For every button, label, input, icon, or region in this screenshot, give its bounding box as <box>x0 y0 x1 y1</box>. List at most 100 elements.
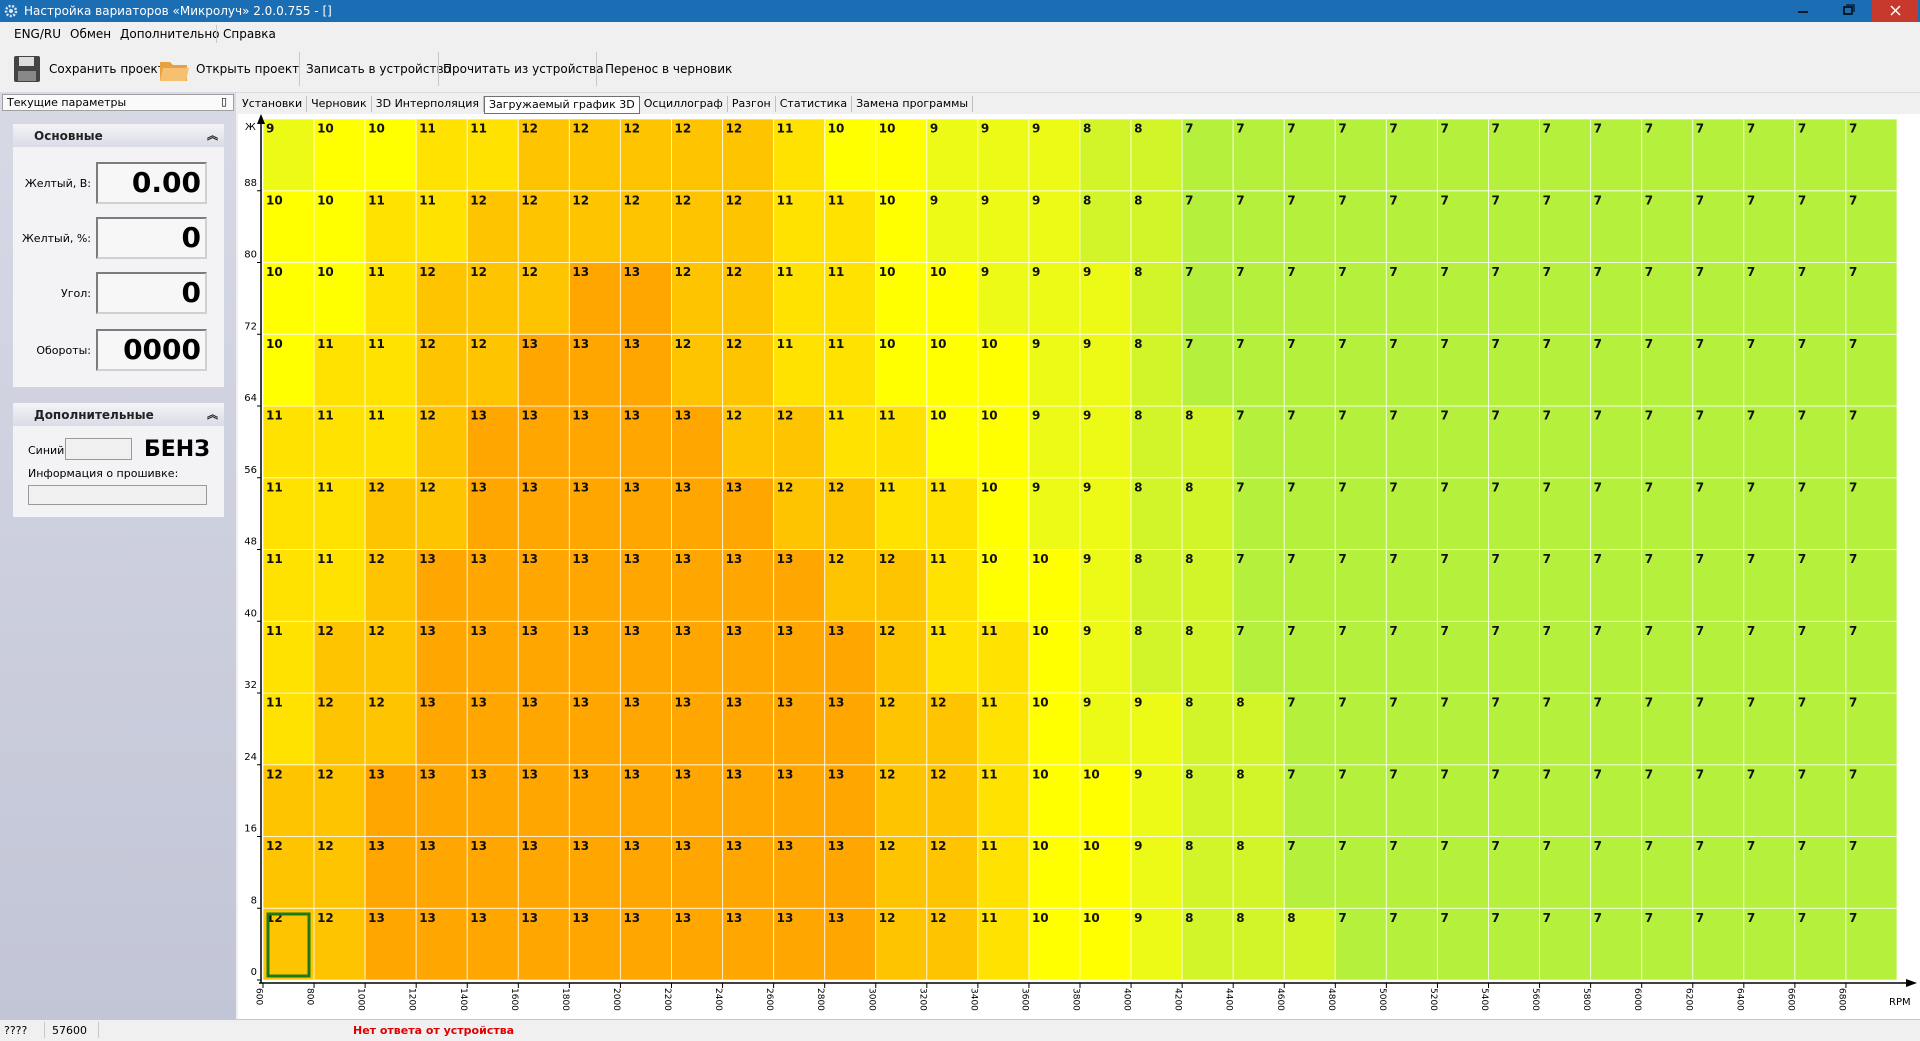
cell-label: 7 <box>1492 265 1500 279</box>
heat-cell <box>1028 262 1081 335</box>
open-icon[interactable] <box>158 54 190 84</box>
cell-label: 7 <box>1440 696 1448 710</box>
heat-cell <box>517 262 570 335</box>
cell-label: 13 <box>623 409 640 423</box>
tab[interactable]: Черновик <box>307 96 372 112</box>
heat-cell <box>1181 262 1234 335</box>
heat-cell <box>517 333 570 407</box>
menu-item[interactable]: Обмен <box>70 27 112 41</box>
cell-label: 7 <box>1696 122 1704 136</box>
cell-label: 12 <box>726 193 743 207</box>
cell-label: 13 <box>470 767 487 781</box>
heat-cell <box>1130 262 1183 335</box>
heat-cell <box>773 620 826 694</box>
tab[interactable]: 3D Интерполяция <box>372 96 484 112</box>
menu-item[interactable]: Справка <box>223 27 276 41</box>
cell-label: 7 <box>1338 265 1346 279</box>
field-label: Желтый, %: <box>21 232 91 245</box>
menu-item[interactable]: Дополнительно <box>120 27 220 41</box>
cell-label: 8 <box>1134 409 1142 423</box>
cell-label: 11 <box>470 122 487 136</box>
heat-cell <box>1641 764 1694 837</box>
heat-cell <box>824 692 877 766</box>
cell-label: 13 <box>419 624 436 638</box>
heat-cell <box>1692 620 1745 694</box>
cell-label: 13 <box>623 696 640 710</box>
heat-cell <box>824 405 877 479</box>
y-axis-label: Ж <box>245 122 256 133</box>
heat-cell <box>722 836 775 909</box>
tab[interactable]: Разгон <box>728 96 776 112</box>
heat-cell <box>1590 333 1643 407</box>
cell-label: 7 <box>1645 839 1653 853</box>
heat-cell <box>364 262 417 335</box>
cell-label: 7 <box>1389 839 1397 853</box>
cell-label: 7 <box>1492 696 1500 710</box>
tab[interactable]: Загружаемый график 3D <box>483 96 640 114</box>
collapse-button[interactable]: ︽ <box>207 129 218 142</box>
pin-button[interactable]: ▯ <box>221 95 228 108</box>
toolbar-button[interactable]: Сохранить проект <box>49 62 165 76</box>
heat-cell <box>619 262 672 335</box>
heat-cell <box>1130 190 1183 263</box>
cell-label: 7 <box>1798 552 1806 566</box>
close-button[interactable] <box>1872 0 1918 22</box>
heat-cell <box>773 836 826 909</box>
tab[interactable]: Замена программы <box>852 96 974 112</box>
heat-cell <box>364 764 417 837</box>
cell-label: 7 <box>1492 911 1500 925</box>
heat-cell <box>415 692 468 766</box>
cell-label: 12 <box>368 480 385 494</box>
heat-cell <box>1641 262 1694 335</box>
y-tick-label: 56 <box>244 465 257 476</box>
cell-label: 8 <box>1185 409 1193 423</box>
cell-label: 13 <box>368 911 385 925</box>
toolbar-button[interactable]: Прочитать из устройства <box>443 62 604 76</box>
tab[interactable]: Статистика <box>776 96 853 112</box>
heat-cell <box>977 333 1030 407</box>
heat-cell <box>1130 549 1183 622</box>
cell-label: 11 <box>266 552 283 566</box>
cell-label: 7 <box>1594 193 1602 207</box>
heat-cell <box>466 333 519 407</box>
heat-cell <box>1079 692 1132 766</box>
cell-label: 12 <box>930 696 947 710</box>
cell-label: 12 <box>368 696 385 710</box>
toolbar-button[interactable]: Записать в устройство <box>306 62 451 76</box>
heat-cell <box>1436 118 1489 192</box>
cell-label: 7 <box>1645 911 1653 925</box>
x-tick-label: 3600 <box>1019 988 1029 1011</box>
cell-label: 8 <box>1134 122 1142 136</box>
cell-label: 7 <box>1543 337 1551 351</box>
x-axis-arrow <box>1906 979 1917 987</box>
heat-cell <box>262 405 315 479</box>
heat-cell <box>1488 333 1541 407</box>
cell-label: 8 <box>1083 193 1091 207</box>
cell-label: 7 <box>1389 193 1397 207</box>
collapse-button[interactable]: ︽ <box>207 408 218 421</box>
heat-cell <box>1385 190 1438 263</box>
toolbar-button[interactable]: Перенос в черновик <box>605 62 733 76</box>
cell-label: 13 <box>470 911 487 925</box>
x-tick-label: 5800 <box>1581 988 1591 1011</box>
save-icon[interactable] <box>12 54 42 84</box>
toolbar-button[interactable]: Открыть проект <box>196 62 300 76</box>
cell-label: 7 <box>1594 767 1602 781</box>
cell-label: 13 <box>572 552 589 566</box>
tab[interactable]: Установки <box>238 96 308 112</box>
heat-cell <box>1641 907 1694 981</box>
minimize-button[interactable] <box>1780 0 1826 22</box>
restore-button[interactable] <box>1826 0 1872 22</box>
cell-label: 11 <box>777 265 794 279</box>
x-tick-label: 5000 <box>1377 988 1387 1011</box>
heat-cell <box>926 190 979 263</box>
cell-label: 10 <box>1083 767 1100 781</box>
cell-label: 9 <box>266 122 274 136</box>
tab[interactable]: Осциллограф <box>640 96 728 112</box>
heat-cell <box>875 907 928 981</box>
x-tick-label: 6400 <box>1734 988 1744 1011</box>
separator <box>216 25 217 43</box>
menu-item[interactable]: ENG/RU <box>14 27 62 41</box>
heat-cell <box>1028 118 1081 192</box>
heat-cell <box>619 405 672 479</box>
